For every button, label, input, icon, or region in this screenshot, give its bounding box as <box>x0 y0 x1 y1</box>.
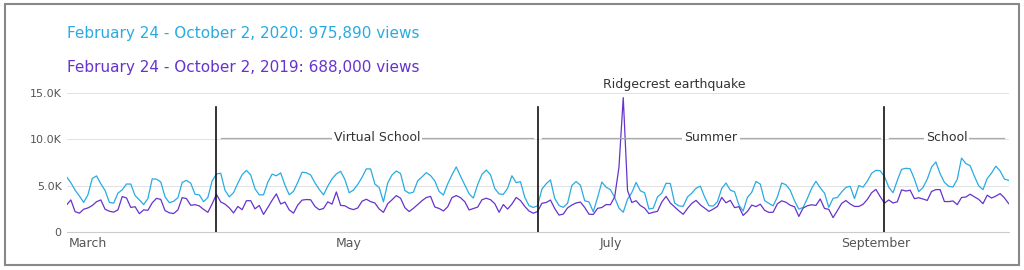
Text: February 24 - October 2, 2019: 688,000 views: February 24 - October 2, 2019: 688,000 v… <box>67 60 419 75</box>
Text: Virtual School: Virtual School <box>334 131 420 144</box>
Text: Ridgecrest earthquake: Ridgecrest earthquake <box>603 78 745 91</box>
Text: February 24 - October 2, 2020: 975,890 views: February 24 - October 2, 2020: 975,890 v… <box>67 26 419 41</box>
Text: Summer: Summer <box>684 131 737 144</box>
Text: School: School <box>926 131 968 144</box>
